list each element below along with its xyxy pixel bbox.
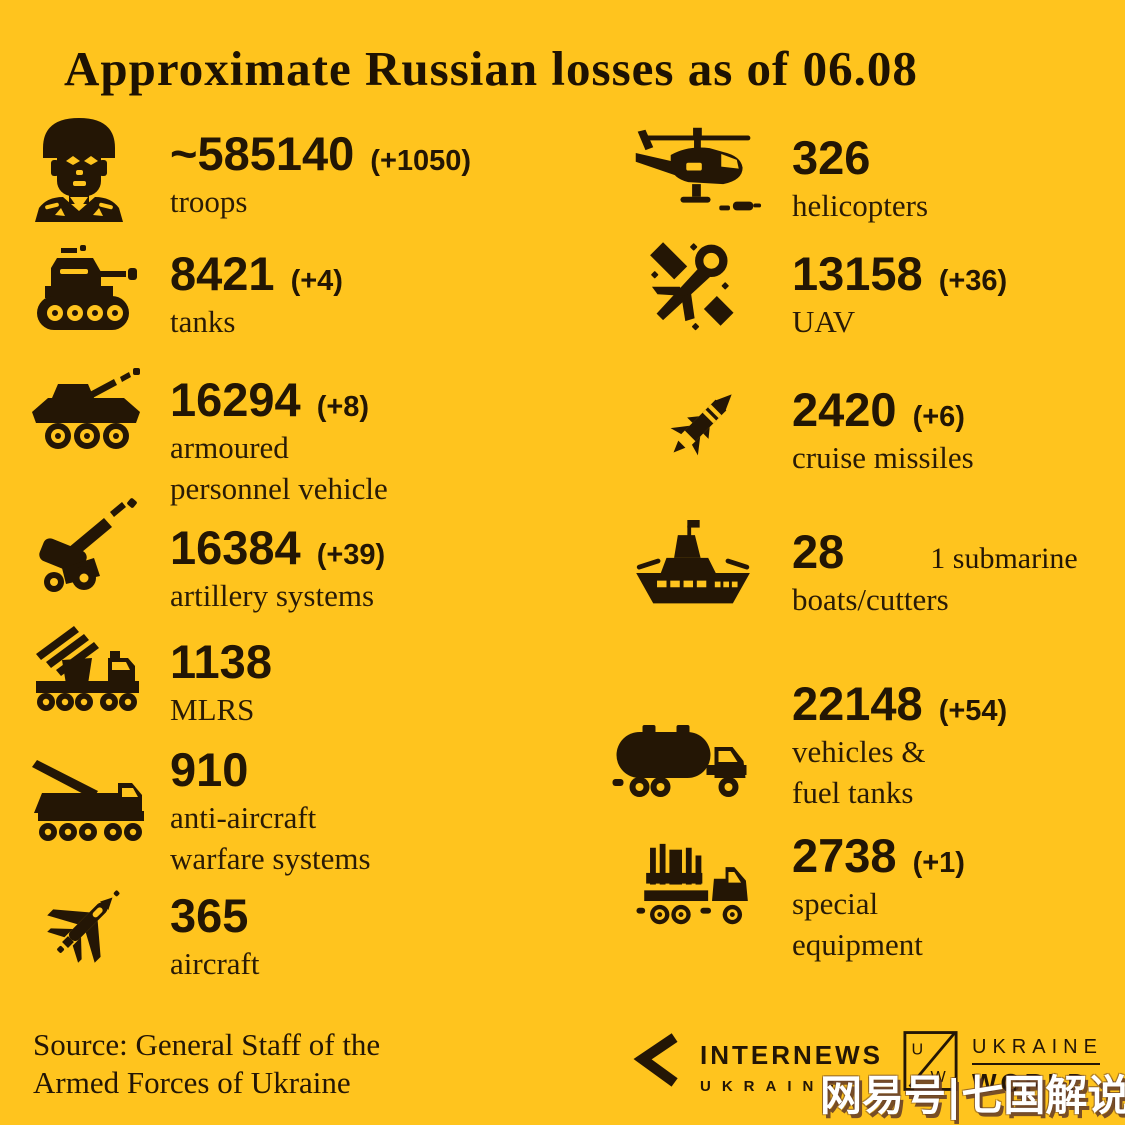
stat-label: MLRS (170, 692, 255, 727)
stat-label: artillery systems (170, 578, 375, 613)
stat-delta: (+54) (938, 695, 1008, 727)
source-line: Armed Forces of Ukraine (33, 1065, 351, 1100)
ukraine-world-monogram-icon: U W (903, 1030, 958, 1092)
artillery-icon (36, 496, 140, 596)
stat-uav: 13158 (+36) UAV (792, 248, 1007, 341)
ukraine-world-line2: WORLD (972, 1068, 1091, 1098)
stat-delta: (+1050) (370, 145, 472, 177)
stat-label: cruise missiles (792, 440, 974, 475)
stat-cruise-missiles: 2420 (+6) cruise missiles (792, 384, 974, 477)
internews-chevron-icon (630, 1032, 684, 1088)
apc-icon (30, 366, 144, 460)
stat-tanks: 8421 (+4) tanks (170, 248, 343, 341)
tank-icon (33, 240, 138, 335)
stat-label: personnel vehicle (170, 471, 388, 506)
stat-delta: (+39) (316, 539, 386, 571)
stat-value: 8421 (170, 247, 275, 300)
page-title: Approximate Russian losses as of 06.08 (64, 41, 918, 96)
stat-value: 2738 (792, 829, 897, 882)
svg-text:W: W (931, 1068, 947, 1086)
stat-boats: 28 1 submarine boats/cutters (792, 526, 1078, 619)
cruise-missile-icon (650, 372, 754, 476)
svg-text:U: U (912, 1040, 924, 1058)
soldier-icon (33, 112, 125, 222)
stat-aircraft: 365 aircraft (170, 890, 264, 983)
stat-label: warfare systems (170, 841, 371, 876)
fuel-truck-icon (610, 715, 755, 803)
stat-label: boats/cutters (792, 582, 949, 617)
uav-icon (638, 233, 741, 335)
mlrs-icon (30, 612, 143, 724)
stat-label: fuel tanks (792, 775, 914, 810)
stat-value: 326 (792, 131, 871, 184)
stat-value: 1138 (170, 635, 272, 688)
boat-icon (632, 520, 755, 610)
internews-sub: UKRAINE (700, 1078, 846, 1095)
stat-delta: (+1) (912, 847, 965, 879)
stat-label: troops (170, 184, 248, 219)
netease-watermark: 网易号|七国解说 (820, 1071, 1125, 1120)
source-attribution: Source: General Staff of the Armed Force… (33, 1026, 380, 1102)
stat-special-equipment: 2738 (+1) special equipment (792, 830, 965, 964)
stat-artillery: 16384 (+39) artillery systems (170, 522, 385, 615)
source-line: Source: General Staff of the (33, 1027, 381, 1062)
stat-label: special (792, 886, 879, 921)
stat-label: aircraft (170, 946, 260, 981)
fighter-jet-icon (33, 874, 135, 978)
stat-anti-aircraft: 910 anti-aircraft warfare systems (170, 744, 371, 878)
stat-label: vehicles & (792, 734, 926, 769)
ukraine-world-logo: UKRAINE WORLD (972, 1036, 1100, 1099)
stat-delta: (+8) (316, 391, 370, 423)
stat-delta: (+36) (938, 265, 1008, 297)
stat-label: equipment (792, 927, 923, 962)
stat-value: 13158 (792, 247, 923, 300)
stat-vehicles-fuel-tanks: 22148 (+54) vehicles & fuel tanks (792, 678, 1007, 812)
ukraine-world-line1: UKRAINE (972, 1036, 1100, 1065)
stat-delta: (+6) (912, 401, 965, 433)
internews-logo: INTERNEWS UKRAINE (700, 1040, 883, 1095)
stat-value: 910 (170, 743, 249, 796)
stat-value: 365 (170, 889, 249, 942)
stat-value: 2420 (792, 383, 897, 436)
stat-helicopters: 326 helicopters (792, 132, 928, 225)
internews-name: INTERNEWS (700, 1040, 883, 1070)
special-equipment-truck-icon (636, 840, 758, 932)
stat-label: UAV (792, 304, 856, 339)
stat-troops: ~585140 (+1050) troops (170, 128, 471, 221)
stat-value: 16294 (170, 373, 301, 426)
stat-label: helicopters (792, 188, 929, 223)
stat-label: anti-aircraft (170, 800, 317, 835)
stat-value: 16384 (170, 521, 301, 574)
stat-value: 22148 (792, 677, 923, 730)
stat-mlrs: 1138 MLRS (170, 636, 288, 729)
stat-delta: (+4) (290, 265, 343, 297)
stat-apc: 16294 (+8) armoured personnel vehicle (170, 374, 388, 508)
stat-value: ~585140 (170, 127, 355, 180)
helicopter-icon (628, 120, 763, 222)
stat-value: 28 (792, 525, 845, 578)
stat-label: armoured (170, 430, 289, 465)
stat-note: 1 submarine (930, 542, 1078, 575)
stat-label: tanks (170, 304, 236, 339)
anti-aircraft-icon (30, 750, 148, 852)
